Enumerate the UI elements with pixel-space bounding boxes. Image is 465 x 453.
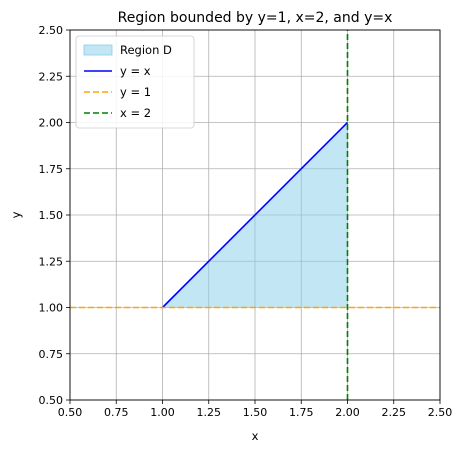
chart-title: Region bounded by y=1, x=2, and y=x — [118, 10, 393, 26]
y-tick-label: 2.25 — [39, 70, 64, 83]
x-tick-label: 2.00 — [335, 406, 360, 419]
x-axis-label: x — [252, 429, 259, 443]
legend-label: Region D — [120, 43, 172, 57]
x-tick-label: 1.25 — [197, 406, 222, 419]
x-tick-label: 2.25 — [382, 406, 407, 419]
legend-label: x = 2 — [120, 106, 151, 120]
legend: Region D y = x y = 1 x = 2 — [75, 35, 195, 129]
tick-layer: 0.50 0.75 1.00 1.25 1.50 1.75 2.00 2.25 2.50 0.50… — [39, 24, 453, 419]
legend-box — [75, 35, 195, 129]
y-tick-label: 1.75 — [39, 163, 64, 176]
y-tick-label: 1.50 — [39, 209, 64, 222]
y-tick-label: 1.00 — [39, 302, 64, 315]
series-layer — [70, 30, 440, 400]
y-tick-label: 2.00 — [39, 117, 64, 130]
legend-label: y = 1 — [120, 85, 151, 99]
y-tick-label: 0.75 — [39, 348, 64, 361]
series-line-0 — [161, 121, 349, 309]
x-tick-label: 2.50 — [428, 406, 453, 419]
y-tick-label: 0.50 — [39, 394, 64, 407]
legend-swatch-region — [83, 44, 113, 56]
x-tick-label: 0.50 — [58, 406, 83, 419]
x-tick-label: 0.75 — [104, 406, 129, 419]
legend-label: y = x — [120, 64, 151, 78]
y-tick-label: 1.25 — [39, 255, 64, 268]
y-axis-label: y — [9, 211, 23, 218]
x-tick-label: 1.00 — [150, 406, 175, 419]
x-tick-label: 1.50 — [243, 406, 268, 419]
x-tick-label: 1.75 — [289, 406, 314, 419]
y-tick-label: 2.50 — [39, 24, 64, 37]
